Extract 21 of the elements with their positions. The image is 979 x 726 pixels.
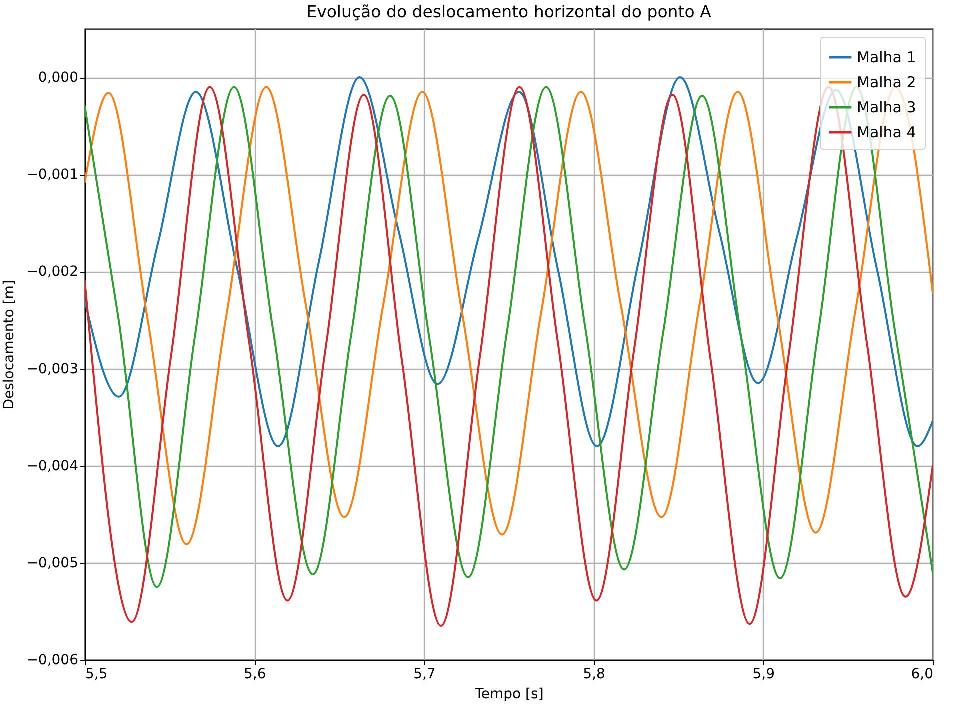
line-series [85, 76, 933, 448]
x-tick-label: 5,6 [244, 666, 266, 682]
x-axis-title: Tempo [s] [474, 686, 544, 702]
y-tick-label: −0,003 [26, 361, 78, 378]
y-tick-label: 0,000 [38, 70, 78, 86]
y-axis-title: Deslocamento [m] [2, 280, 18, 410]
y-tick-label: −0,004 [26, 458, 79, 474]
y-tick-label: −0,005 [26, 555, 78, 572]
legend-label: Malha 2 [857, 74, 916, 92]
x-tick-label: 5,8 [583, 666, 606, 682]
x-tick-label: 5,7 [414, 666, 436, 682]
legend-label: Malha 4 [857, 124, 916, 142]
legend-label: Malha 1 [857, 48, 916, 66]
x-tick-label: 5,5 [86, 666, 108, 682]
legend-label: Malha 3 [857, 98, 916, 116]
y-tick-label: −0,006 [26, 652, 79, 668]
x-tick-label: 6,0 [911, 666, 934, 682]
x-tick-label: 5,9 [752, 666, 776, 682]
chart-title: Evolução do deslocamento horizontal do ponto A [306, 2, 712, 22]
y-tick-label: −0,001 [26, 167, 78, 184]
y-tick-label: −0,002 [26, 264, 78, 280]
